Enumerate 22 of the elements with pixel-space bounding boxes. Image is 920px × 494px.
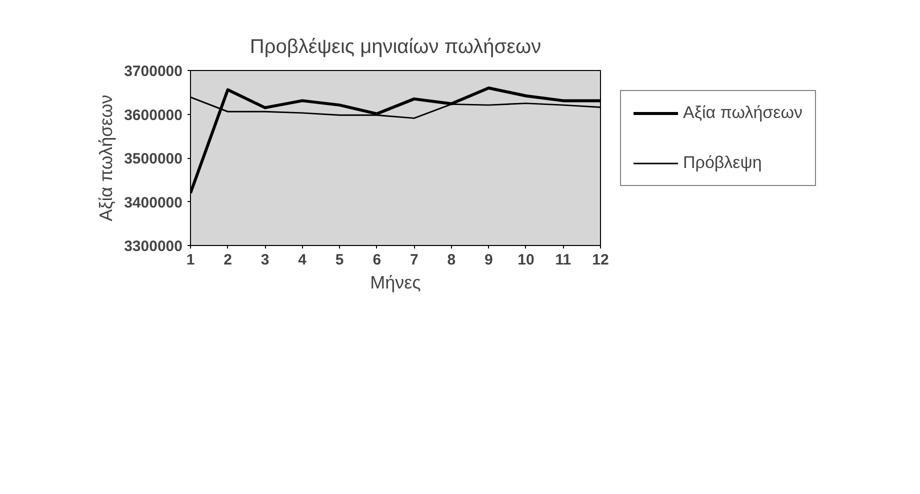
x-tick-label: 6 [372, 252, 382, 268]
x-tick-label: 12 [592, 252, 609, 268]
x-tick-label: 2 [224, 252, 232, 268]
y-tick-label: 3600000 [124, 106, 183, 124]
y-tick-label: 3300000 [124, 238, 183, 255]
y-tick-label: 3700000 [124, 63, 183, 80]
y-axis-title: Αξία πωλήσεων [96, 94, 116, 222]
x-tick-label: 3 [260, 252, 270, 268]
x-tick-label: 10 [518, 252, 534, 268]
chart-title: Προβλέψεις μηνιαίων πωλήσεων [250, 36, 542, 58]
x-axis-title: Μήνες [370, 272, 422, 292]
legend-label: Πρόβλεψη [683, 153, 762, 173]
x-tick-label: 9 [484, 252, 493, 268]
x-tick-label: 7 [410, 252, 418, 268]
legend-label: Αξία πωλήσεων [683, 103, 803, 123]
y-tick-label: 3500000 [124, 150, 183, 168]
x-tick-label: 11 [555, 252, 572, 268]
x-tick-label: 1 [186, 252, 195, 268]
y-tick-label: 3400000 [124, 194, 183, 212]
x-tick-label: 4 [298, 252, 308, 268]
x-tick-label: 5 [335, 252, 344, 268]
x-tick-label: 8 [447, 252, 456, 268]
